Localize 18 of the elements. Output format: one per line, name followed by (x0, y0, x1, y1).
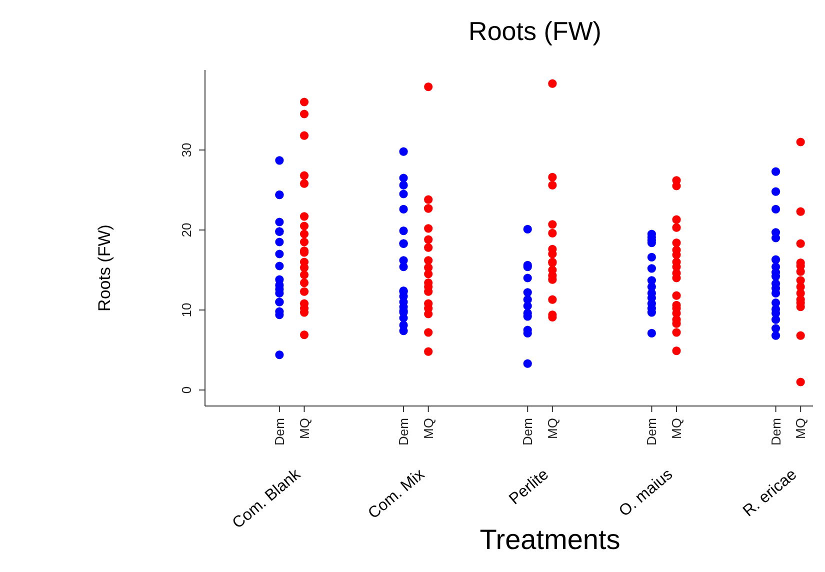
y-tick-label: 10 (179, 302, 194, 318)
text: MQ (544, 418, 560, 439)
text: Dem (520, 418, 536, 446)
text: Dem (768, 418, 784, 446)
x-tick-label: Com. Mix (365, 466, 428, 522)
text: MQ (420, 418, 436, 439)
y-tick-label: 0 (179, 386, 194, 394)
y-axis-title: Roots (FW) (95, 224, 115, 314)
text: Dem (272, 418, 287, 446)
y-tick-label: 30 (179, 142, 194, 158)
x-axis-title: Treatments (478, 524, 622, 556)
chart-title: Roots (FW) (468, 16, 602, 47)
text: MQ (296, 418, 312, 439)
text: MQ (669, 418, 684, 439)
y-tick-label: 20 (179, 222, 194, 238)
text: Dem (644, 418, 660, 446)
text: Dem (396, 418, 412, 446)
text: MQ (793, 418, 808, 439)
